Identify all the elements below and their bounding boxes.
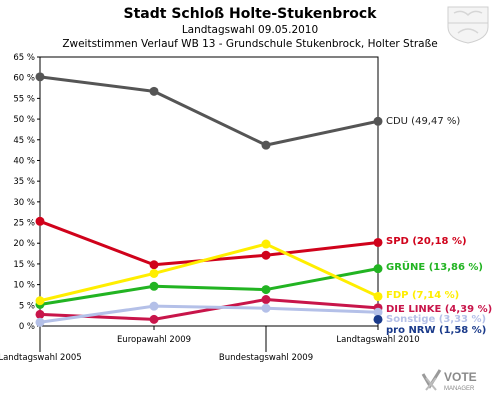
series-end-label: DIE LINKE (4,39 %) — [386, 304, 492, 315]
data-point — [149, 281, 159, 291]
data-point — [149, 301, 159, 311]
x-tick-label: Landtagswahl 2005 — [0, 353, 82, 363]
series-end-label: GRÜNE (13,86 %) — [386, 259, 483, 273]
data-point — [373, 291, 383, 301]
y-tick-label: 35 % — [13, 177, 35, 187]
data-point — [35, 317, 45, 327]
y-tick-label: 0 % — [19, 322, 35, 332]
chart-subtitle: Landtagswahl 09.05.2010 — [181, 24, 319, 36]
data-point — [261, 250, 271, 260]
x-tick-label: Europawahl 2009 — [117, 335, 191, 345]
y-tick-label: 40 % — [13, 156, 35, 166]
data-point — [149, 268, 159, 278]
series-line — [39, 298, 379, 321]
data-point — [149, 314, 159, 324]
data-point — [373, 116, 383, 126]
y-tick-label: 25 % — [13, 219, 35, 229]
series-end-label: CDU (49,47 %) — [386, 116, 460, 127]
data-point — [35, 296, 45, 306]
y-tick-label: 50 % — [13, 115, 35, 125]
chart-subtitle-detail: Zweitstimmen Verlauf WB 13 - Grundschule… — [62, 38, 438, 50]
y-tick-label: 55 % — [13, 94, 35, 104]
data-point — [261, 140, 271, 150]
y-tick-label: 15 % — [13, 260, 35, 270]
vote-manager-logo: VOTE MANAGER — [421, 369, 477, 392]
y-tick-label: 45 % — [13, 136, 35, 146]
data-point — [35, 72, 45, 82]
data-point — [373, 237, 383, 247]
data-point — [261, 303, 271, 313]
series-line — [39, 75, 379, 147]
data-point — [261, 239, 271, 249]
series-line — [39, 267, 379, 306]
series-line — [39, 242, 379, 303]
data-point — [373, 264, 383, 274]
series-end-label: pro NRW (1,58 %) — [386, 325, 486, 336]
data-point — [261, 285, 271, 295]
check-x-icon — [421, 369, 442, 391]
data-point — [373, 307, 383, 317]
y-tick-label: 65 % — [13, 53, 35, 63]
plot-frame — [39, 56, 379, 327]
x-tick-label: Bundestagswahl 2009 — [219, 353, 313, 363]
y-tick-label: 5 % — [19, 301, 35, 311]
crest-icon — [447, 6, 489, 44]
data-point — [373, 314, 383, 324]
data-point — [35, 216, 45, 226]
series-end-label: SPD (20,18 %) — [386, 236, 467, 247]
y-tick-label: 10 % — [13, 281, 35, 291]
x-tick-label: Landtagswahl 2010 — [336, 335, 419, 345]
series-end-label: Sonstige (3,33 %) — [386, 314, 486, 325]
y-tick-label: 20 % — [13, 239, 35, 249]
logo-manager-text: MANAGER — [444, 386, 475, 392]
y-tick-label: 60 % — [13, 74, 35, 84]
data-point — [149, 86, 159, 96]
y-tick-label: 30 % — [13, 198, 35, 208]
series-line — [39, 304, 379, 324]
data-point — [35, 309, 45, 319]
logo-vote-text: VOTE — [444, 370, 477, 384]
data-point — [261, 295, 271, 305]
series-end-label: FDP (7,14 %) — [386, 290, 459, 301]
data-point — [149, 260, 159, 270]
chart-title: Stadt Schloß Holte-Stukenbrock — [123, 6, 377, 22]
